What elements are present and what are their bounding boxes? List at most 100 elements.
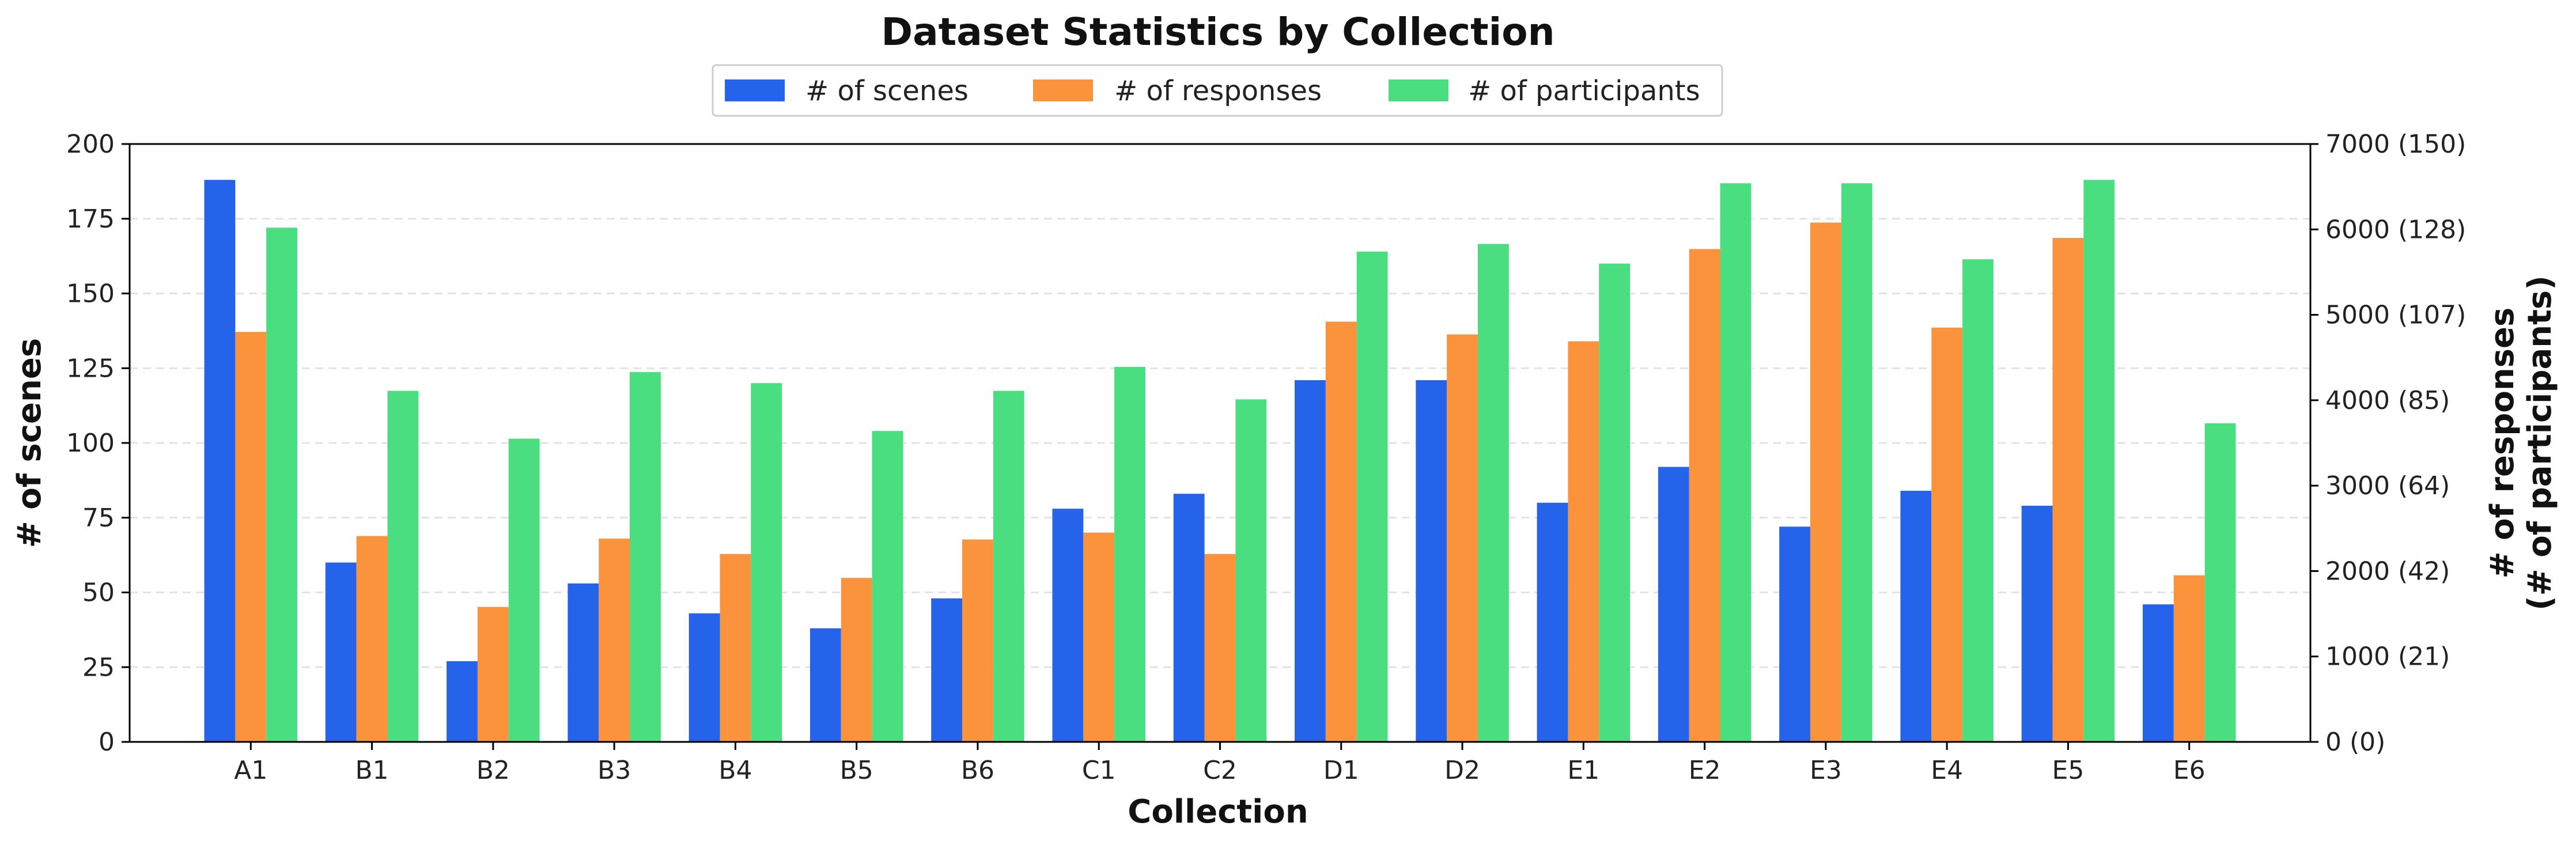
bar-d1-s1 xyxy=(1325,321,1357,742)
bar-b3-s0 xyxy=(568,583,599,742)
y2-tick-label: 4000 (85) xyxy=(2325,386,2450,415)
x-tick-label: B1 xyxy=(355,756,388,785)
x-tick-label: B6 xyxy=(961,756,994,785)
bar-b1-s0 xyxy=(325,562,357,742)
x-tick-label: E1 xyxy=(1567,756,1599,785)
legend-frame xyxy=(712,64,1723,117)
bar-b5-s1 xyxy=(841,578,872,742)
bar-b6-s1 xyxy=(962,539,993,742)
y-tick-label: 25 xyxy=(82,653,115,682)
y-axis-right-ticks: 0 (0) 1000 (21) 2000 (42) 3000 (64) 4000 (85… xyxy=(2310,130,2466,757)
bar-d2-s1 xyxy=(1447,334,1478,742)
bar-c2-s0 xyxy=(1173,494,1205,742)
y-tick-label: 50 xyxy=(82,578,115,608)
bar-b1-s2 xyxy=(387,391,419,742)
bar-d1-s0 xyxy=(1295,380,1326,742)
bar-e2-s0 xyxy=(1658,467,1689,742)
x-tick-label: E6 xyxy=(2173,756,2206,785)
x-tick-label: D1 xyxy=(1323,756,1359,785)
bar-c1-s1 xyxy=(1083,532,1115,742)
legend: # of scenes # of responses # of particip… xyxy=(712,64,1723,117)
bar-b4-s2 xyxy=(751,383,782,742)
bars xyxy=(204,180,2236,742)
x-tick-label: E3 xyxy=(1810,756,1842,785)
chart-title: Dataset Statistics by Collection xyxy=(881,10,1554,54)
bar-e4-s1 xyxy=(1931,327,1963,742)
bar-e4-s2 xyxy=(1962,259,1994,742)
legend-label-participants: # of participants xyxy=(1468,75,1700,107)
x-tick-label: A1 xyxy=(234,756,267,785)
y2-tick-label: 3000 (64) xyxy=(2325,471,2450,501)
legend-label-scenes: # of scenes xyxy=(805,75,969,107)
bar-e2-s2 xyxy=(1720,183,1752,742)
bar-e5-s2 xyxy=(2083,180,2115,742)
bar-e6-s1 xyxy=(2173,575,2205,742)
bar-b4-s0 xyxy=(689,613,720,742)
y-tick-label: 0 xyxy=(99,727,115,757)
x-axis-title: Collection xyxy=(1128,793,1308,831)
bar-b5-s0 xyxy=(810,628,841,742)
bar-b3-s2 xyxy=(630,372,661,742)
x-tick-label: C1 xyxy=(1082,756,1116,785)
y2-tick-label: 5000 (107) xyxy=(2325,301,2466,330)
bar-e1-s0 xyxy=(1537,502,1568,742)
legend-swatch-scenes xyxy=(725,79,785,101)
bar-b3-s1 xyxy=(599,539,630,742)
x-tick-label: B3 xyxy=(597,756,631,785)
bar-c1-s2 xyxy=(1114,367,1145,742)
y2-tick-label: 7000 (150) xyxy=(2325,130,2466,159)
y2-tick-label: 1000 (21) xyxy=(2325,642,2450,672)
x-tick-label: B5 xyxy=(840,756,873,785)
bar-c2-s1 xyxy=(1204,554,1236,742)
x-tick-label: B2 xyxy=(476,756,510,785)
y-tick-label: 175 xyxy=(66,204,115,234)
bar-e1-s1 xyxy=(1568,341,1599,742)
bar-e5-s0 xyxy=(2021,505,2053,742)
y-tick-label: 75 xyxy=(82,503,115,533)
legend-swatch-responses xyxy=(1033,79,1093,101)
bar-e5-s1 xyxy=(2052,238,2084,742)
x-tick-label: C2 xyxy=(1203,756,1237,785)
bar-b6-s2 xyxy=(993,391,1024,742)
legend-label-responses: # of responses xyxy=(1114,75,1322,107)
x-tick-label: E2 xyxy=(1689,756,1721,785)
bar-e4-s0 xyxy=(1900,491,1932,742)
y-tick-label: 125 xyxy=(66,354,115,383)
y-tick-label: 150 xyxy=(66,279,115,309)
bar-b2-s2 xyxy=(508,438,540,742)
y-axis-left-ticks: 0 25 50 75 100 125 150 175 200 xyxy=(66,130,130,757)
bar-e6-s0 xyxy=(2142,604,2174,742)
bar-e3-s2 xyxy=(1841,183,1873,742)
bar-a1-s0 xyxy=(204,180,236,742)
bar-e6-s2 xyxy=(2204,423,2236,742)
x-tick-label: D2 xyxy=(1444,756,1480,785)
legend-swatch-participants xyxy=(1389,79,1448,101)
bar-b4-s1 xyxy=(720,554,751,742)
y-tick-label: 200 xyxy=(66,130,115,159)
bar-a1-s2 xyxy=(266,228,298,742)
bar-b2-s1 xyxy=(477,607,509,742)
x-axis-ticks: A1 B1 B2 B3 B4 B5 B6 C1 C2 D1 D2 E1 E2 E3 E4 E5 E6 xyxy=(234,742,2206,785)
y2-tick-label: 2000 (42) xyxy=(2325,556,2450,586)
bar-d1-s2 xyxy=(1356,251,1388,742)
bar-d2-s2 xyxy=(1477,244,1509,742)
x-tick-label: E5 xyxy=(2052,756,2085,785)
bar-d2-s0 xyxy=(1416,380,1447,742)
bar-c1-s0 xyxy=(1052,509,1084,742)
y2-tick-label: 6000 (128) xyxy=(2325,215,2466,244)
bar-e3-s0 xyxy=(1779,526,1810,742)
bar-b5-s2 xyxy=(872,431,903,742)
bar-b1-s1 xyxy=(356,536,388,742)
bar-e2-s1 xyxy=(1689,249,1720,742)
bar-b2-s0 xyxy=(447,661,478,742)
x-tick-label: E4 xyxy=(1931,756,1963,785)
bar-c2-s2 xyxy=(1235,399,1267,742)
bar-e1-s2 xyxy=(1599,263,1631,742)
bar-e3-s1 xyxy=(1810,222,1841,742)
y-axis-right-title-line1: # of responses xyxy=(2484,308,2521,579)
y-axis-right-title-line2: (# of participants) xyxy=(2521,275,2559,611)
x-tick-label: B4 xyxy=(718,756,752,785)
y-tick-label: 100 xyxy=(66,429,115,458)
y2-tick-label: 0 (0) xyxy=(2325,727,2385,757)
